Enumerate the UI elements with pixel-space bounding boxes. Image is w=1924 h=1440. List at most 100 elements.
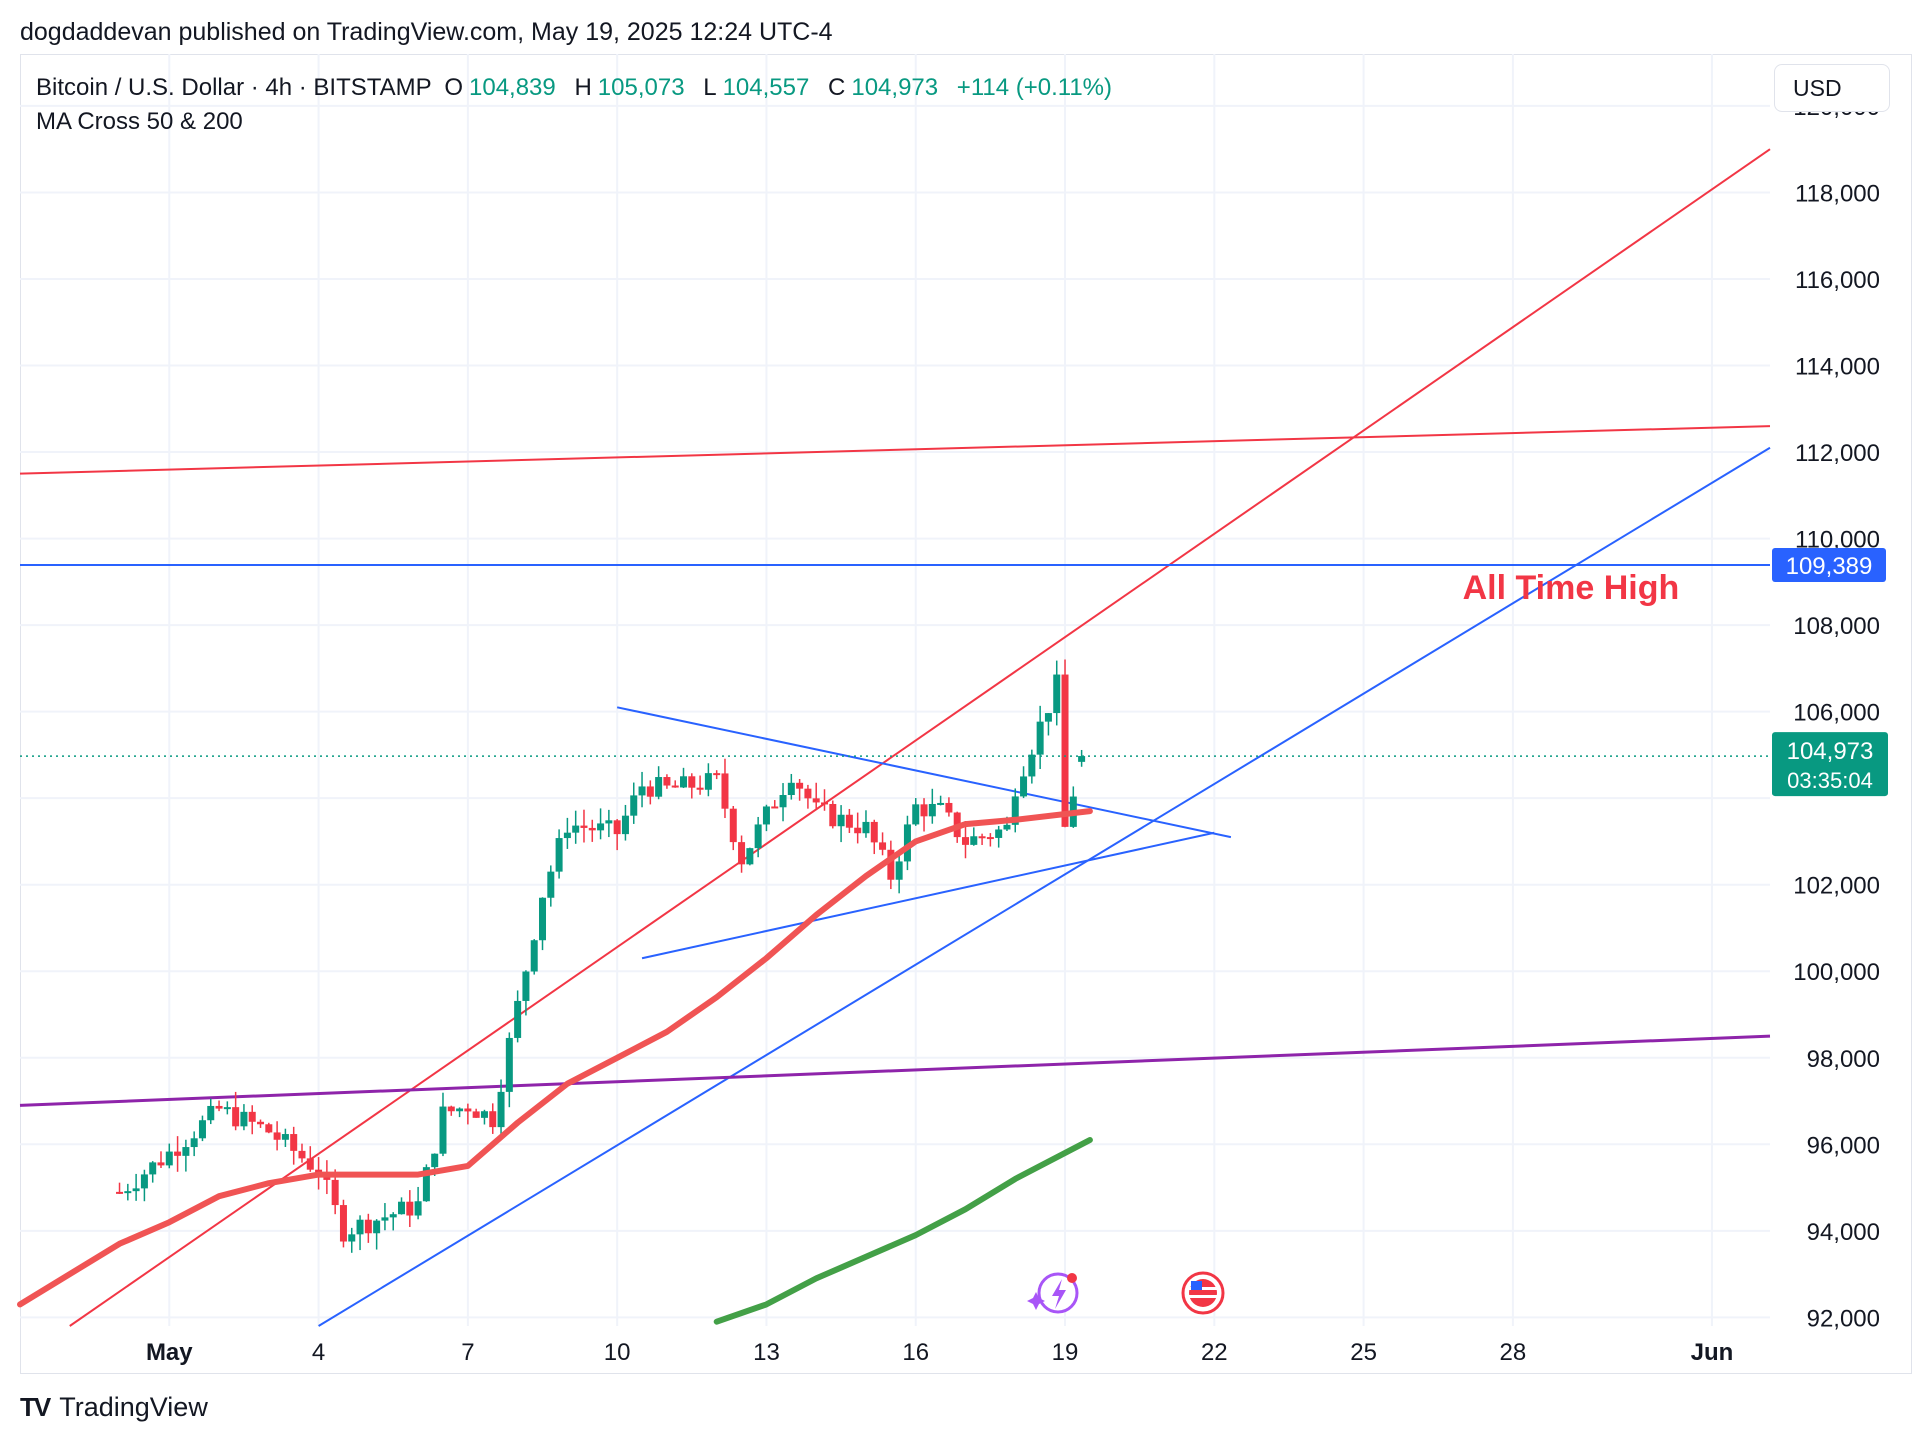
candle-body[interactable] xyxy=(787,782,795,796)
candle-body[interactable] xyxy=(696,787,704,790)
candle-body[interactable] xyxy=(480,1111,488,1118)
candle-body[interactable] xyxy=(290,1134,298,1151)
us-economic-event-flag-icon[interactable] xyxy=(1181,1271,1225,1315)
candle-body[interactable] xyxy=(879,842,887,850)
candle-body[interactable] xyxy=(265,1124,273,1133)
candle-body[interactable] xyxy=(978,836,986,839)
candle-body[interactable] xyxy=(821,802,829,805)
candle-body[interactable] xyxy=(165,1151,173,1166)
candle-body[interactable] xyxy=(505,1037,513,1092)
candle-body[interactable] xyxy=(663,777,671,786)
candle-body[interactable] xyxy=(530,940,538,972)
candle-body[interactable] xyxy=(514,1000,522,1038)
candle-body[interactable] xyxy=(182,1147,190,1156)
candle-body[interactable] xyxy=(771,806,779,809)
candle-body[interactable] xyxy=(945,802,953,813)
candle-body[interactable] xyxy=(970,836,978,845)
candle-body[interactable] xyxy=(207,1105,215,1121)
candle-body[interactable] xyxy=(497,1091,505,1128)
candle-body[interactable] xyxy=(796,782,804,789)
currency-button[interactable]: USD xyxy=(1774,64,1890,112)
candle-body[interactable] xyxy=(232,1107,240,1127)
candle-body[interactable] xyxy=(903,824,911,862)
candle-body[interactable] xyxy=(174,1151,182,1156)
candle-body[interactable] xyxy=(721,773,729,809)
candle-body[interactable] xyxy=(364,1219,372,1234)
candle-body[interactable] xyxy=(1053,674,1061,714)
candle-body[interactable] xyxy=(348,1234,356,1242)
candle-body[interactable] xyxy=(986,837,994,840)
candle-body[interactable] xyxy=(273,1132,281,1140)
candle-body[interactable] xyxy=(373,1220,381,1234)
candle-body[interactable] xyxy=(257,1121,265,1125)
candle-body[interactable] xyxy=(140,1174,148,1189)
candle-body[interactable] xyxy=(331,1179,339,1206)
indicator-legend[interactable]: MA Cross 50 & 200 xyxy=(36,108,243,135)
blue-triangle-lower[interactable] xyxy=(641,831,1215,960)
candle-body[interactable] xyxy=(281,1134,289,1140)
candle-body[interactable] xyxy=(630,795,638,816)
candle-body[interactable] xyxy=(389,1214,397,1218)
candle-body[interactable] xyxy=(414,1201,422,1216)
candle-body[interactable] xyxy=(655,777,663,797)
blue-triangle-upper[interactable] xyxy=(616,706,1232,839)
candle-body[interactable] xyxy=(223,1107,231,1110)
candle-body[interactable] xyxy=(680,776,688,788)
candle-body[interactable] xyxy=(157,1162,165,1166)
candle-body[interactable] xyxy=(522,971,530,1001)
candle-body[interactable] xyxy=(671,785,679,788)
ma200-line[interactable] xyxy=(713,1137,1093,1325)
candle-body[interactable] xyxy=(1044,713,1052,722)
ideas-lightning-icon[interactable] xyxy=(1027,1272,1079,1314)
candle-body[interactable] xyxy=(215,1105,223,1109)
candle-body[interactable] xyxy=(779,795,787,808)
candle-body[interactable] xyxy=(563,832,571,839)
candle-body[interactable] xyxy=(431,1153,439,1168)
candle-body[interactable] xyxy=(572,825,580,833)
candle-body[interactable] xyxy=(489,1111,497,1128)
candle-body[interactable] xyxy=(995,829,1003,838)
candle-body[interactable] xyxy=(895,861,903,880)
candle-body[interactable] xyxy=(1061,674,1069,827)
candle-body[interactable] xyxy=(688,776,696,788)
purple-support[interactable] xyxy=(19,1034,1771,1107)
symbol-title[interactable]: Bitcoin / U.S. Dollar · 4h · BITSTAMP xyxy=(36,74,432,101)
candle-body[interactable] xyxy=(887,849,895,880)
candle-body[interactable] xyxy=(198,1120,206,1139)
candle-body[interactable] xyxy=(961,837,969,845)
candle-body[interactable] xyxy=(746,848,754,865)
candle-body[interactable] xyxy=(539,897,547,941)
candle-body[interactable] xyxy=(472,1111,480,1118)
candle-body[interactable] xyxy=(447,1106,455,1112)
candle-body[interactable] xyxy=(132,1188,140,1192)
red-horizontal-resistance[interactable] xyxy=(19,425,1771,475)
candle-body[interactable] xyxy=(937,802,945,805)
candle-body[interactable] xyxy=(870,821,878,843)
candle-body[interactable] xyxy=(1003,824,1011,830)
candle-body[interactable] xyxy=(704,773,712,790)
candle-body[interactable] xyxy=(580,825,588,828)
candle-body[interactable] xyxy=(116,1191,124,1194)
candle-body[interactable] xyxy=(464,1108,472,1112)
candle-body[interactable] xyxy=(605,820,613,824)
candle-body[interactable] xyxy=(547,871,555,898)
candle-body[interactable] xyxy=(754,824,762,849)
candle-body[interactable] xyxy=(928,803,936,817)
candle-body[interactable] xyxy=(398,1201,406,1215)
candle-body[interactable] xyxy=(613,820,621,835)
candle-body[interactable] xyxy=(762,806,770,825)
candle-body[interactable] xyxy=(149,1162,157,1175)
candle-body[interactable] xyxy=(555,838,563,872)
candle-body[interactable] xyxy=(190,1138,198,1148)
candle-body[interactable] xyxy=(1011,796,1019,825)
candle-body[interactable] xyxy=(240,1111,248,1127)
candle-body[interactable] xyxy=(729,808,737,843)
candle-body[interactable] xyxy=(845,814,853,828)
candle-body[interactable] xyxy=(306,1158,314,1170)
candle-body[interactable] xyxy=(854,827,862,834)
candle-body[interactable] xyxy=(829,803,837,827)
candle-body[interactable] xyxy=(912,804,920,825)
candle-body[interactable] xyxy=(356,1219,364,1235)
candle-body[interactable] xyxy=(713,773,721,776)
